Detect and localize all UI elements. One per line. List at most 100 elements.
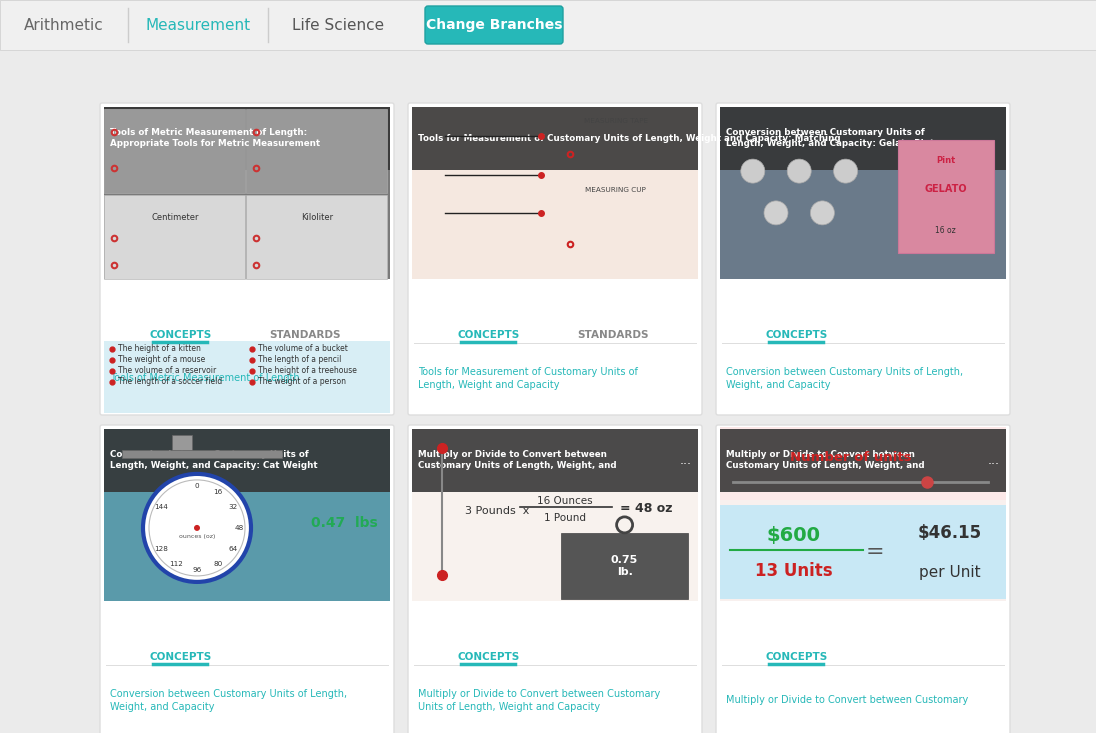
- Text: $46.15: $46.15: [918, 524, 982, 542]
- Text: 3 Pounds  x: 3 Pounds x: [465, 506, 529, 515]
- Bar: [720, 429, 1006, 492]
- Bar: [172, 435, 192, 450]
- Text: 0.47  lbs: 0.47 lbs: [311, 516, 377, 530]
- Text: 1 Pound: 1 Pound: [544, 512, 586, 523]
- Bar: [720, 427, 1006, 500]
- Text: STANDARDS: STANDARDS: [578, 331, 649, 340]
- Text: 48: 48: [235, 525, 243, 531]
- Bar: [412, 429, 698, 601]
- Text: MEASURING CUP: MEASURING CUP: [585, 187, 647, 193]
- FancyBboxPatch shape: [408, 103, 703, 415]
- Text: 13 Units: 13 Units: [754, 561, 832, 580]
- Text: The weight of a person: The weight of a person: [258, 377, 346, 386]
- Bar: [720, 505, 1006, 599]
- Bar: [104, 429, 390, 601]
- Circle shape: [142, 474, 251, 582]
- Text: 64: 64: [229, 546, 238, 552]
- Text: $600: $600: [766, 526, 821, 545]
- Text: Tools of Metric Measurement of Length:
Appropriate Tools for Metric Measurement: Tools of Metric Measurement of Length: A…: [110, 128, 320, 148]
- Text: 0: 0: [195, 483, 199, 489]
- Bar: [720, 429, 1006, 601]
- Text: Number of units: Number of units: [790, 452, 912, 464]
- Circle shape: [810, 201, 834, 225]
- Text: GELATO: GELATO: [924, 183, 967, 194]
- FancyBboxPatch shape: [425, 6, 563, 44]
- Text: Change Branches: Change Branches: [425, 18, 562, 32]
- Bar: [104, 341, 390, 413]
- Text: 112: 112: [169, 561, 183, 567]
- Text: CONCEPTS: CONCEPTS: [457, 652, 520, 663]
- Text: Conversion between Customary Units of Length,
Weight, and Capacity: Conversion between Customary Units of Le…: [726, 366, 963, 390]
- Text: The volume of a bucket: The volume of a bucket: [258, 344, 347, 353]
- Bar: [412, 429, 698, 492]
- Circle shape: [194, 525, 199, 531]
- Text: per Unit: per Unit: [920, 565, 981, 581]
- FancyBboxPatch shape: [100, 103, 393, 415]
- Text: Multiply or Divide to Convert between
Customary Units of Length, Weight, and: Multiply or Divide to Convert between Cu…: [418, 450, 617, 471]
- Text: Tools of Metric Measurement of Length: Tools of Metric Measurement of Length: [110, 373, 299, 383]
- Bar: [412, 601, 698, 733]
- Text: CONCEPTS: CONCEPTS: [765, 652, 827, 663]
- Circle shape: [787, 159, 811, 183]
- Text: 16 oz: 16 oz: [935, 226, 956, 235]
- Circle shape: [764, 201, 788, 225]
- Text: The height of a treehouse: The height of a treehouse: [258, 366, 357, 375]
- Bar: [104, 107, 390, 279]
- Bar: [246, 195, 387, 279]
- Text: 32: 32: [229, 504, 238, 510]
- Bar: [104, 429, 390, 601]
- Bar: [0, 0, 1096, 50]
- Bar: [104, 601, 390, 733]
- Text: 80: 80: [214, 561, 222, 567]
- Text: 16: 16: [214, 489, 222, 495]
- Text: = 48 oz: = 48 oz: [620, 502, 673, 515]
- Text: Conversion between Customary Units of Length,
Weight, and Capacity: Conversion between Customary Units of Le…: [110, 688, 347, 712]
- Text: 144: 144: [153, 504, 168, 510]
- Text: CONCEPTS: CONCEPTS: [457, 331, 520, 340]
- Text: MEASURING TAPE: MEASURING TAPE: [584, 118, 648, 124]
- Text: The length of a pencil: The length of a pencil: [258, 356, 341, 364]
- Text: 0.75
lb.: 0.75 lb.: [610, 555, 638, 577]
- Text: =: =: [865, 542, 883, 562]
- Text: The weight of a mouse: The weight of a mouse: [118, 356, 205, 364]
- Text: Tools for Measurement of Customary Units of Length, Weight and Capacity: Matchin: Tools for Measurement of Customary Units…: [418, 134, 841, 143]
- Bar: [104, 107, 390, 169]
- Bar: [104, 195, 246, 279]
- Text: Arithmetic: Arithmetic: [24, 18, 104, 32]
- Bar: [720, 279, 1006, 413]
- Bar: [412, 279, 698, 413]
- Bar: [104, 109, 246, 193]
- Bar: [246, 109, 387, 193]
- Bar: [122, 450, 282, 458]
- Text: Conversion between Customary Units of
Length, Weight, and Capacity: Cat Weight: Conversion between Customary Units of Le…: [110, 450, 318, 471]
- FancyBboxPatch shape: [716, 103, 1011, 415]
- Text: STANDARDS: STANDARDS: [270, 331, 341, 340]
- Text: CONCEPTS: CONCEPTS: [149, 652, 212, 663]
- Text: Kiloliter: Kiloliter: [301, 213, 333, 222]
- Text: 96: 96: [193, 567, 202, 573]
- Bar: [561, 533, 688, 599]
- Circle shape: [741, 159, 765, 183]
- Text: Centimeter: Centimeter: [151, 213, 198, 222]
- Text: Measurement: Measurement: [146, 18, 251, 32]
- Bar: [720, 601, 1006, 733]
- Text: The height of a kitten: The height of a kitten: [118, 344, 201, 353]
- Text: Conversion between Customary Units of
Length, Weight, and Capacity: Gelato Pint: Conversion between Customary Units of Le…: [726, 128, 934, 148]
- Bar: [720, 107, 1006, 169]
- Bar: [412, 107, 698, 169]
- Bar: [104, 429, 390, 492]
- Text: 128: 128: [153, 546, 168, 552]
- Bar: [104, 279, 390, 413]
- Text: Life Science: Life Science: [292, 18, 384, 32]
- Text: The volume of a reservoir: The volume of a reservoir: [118, 366, 216, 375]
- Bar: [898, 140, 993, 253]
- FancyBboxPatch shape: [408, 425, 703, 733]
- FancyBboxPatch shape: [716, 425, 1011, 733]
- Text: Multiply or Divide to Convert between
Customary Units of Length, Weight, and: Multiply or Divide to Convert between Cu…: [726, 450, 925, 471]
- Text: CONCEPTS: CONCEPTS: [765, 331, 827, 340]
- Text: Multiply or Divide to Convert between Customary: Multiply or Divide to Convert between Cu…: [726, 695, 968, 705]
- Bar: [412, 107, 698, 279]
- Bar: [720, 107, 1006, 279]
- Text: Multiply or Divide to Convert between Customary
Units of Length, Weight and Capa: Multiply or Divide to Convert between Cu…: [418, 688, 660, 712]
- Text: CONCEPTS: CONCEPTS: [149, 331, 212, 340]
